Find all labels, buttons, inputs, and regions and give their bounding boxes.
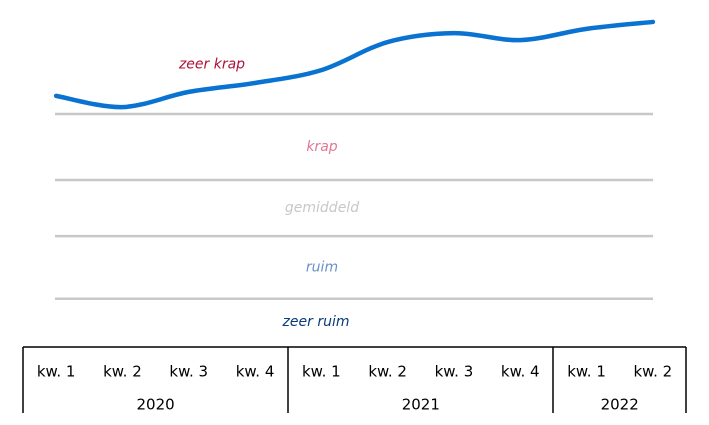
x-tick-label: kw. 3 [169, 363, 208, 381]
x-tick-label: kw. 1 [567, 363, 606, 381]
x-tick-label: kw. 1 [302, 363, 341, 381]
x-tick-label: kw. 3 [435, 363, 474, 381]
year-label: 2021 [402, 396, 440, 414]
zone-label: gemiddeld [285, 200, 359, 216]
x-axis-table [22, 346, 687, 413]
zone-label: zeer ruim [282, 314, 350, 330]
x-tick-label: kw. 1 [37, 363, 76, 381]
x-tick-label: kw. 4 [236, 363, 275, 381]
zone-label: ruim [306, 259, 338, 275]
line [53, 19, 656, 110]
zone-label: zeer krap [178, 57, 245, 73]
x-tick-label: kw. 2 [634, 363, 673, 381]
x-tick-label: kw. 2 [103, 363, 142, 381]
year-label: 2020 [137, 396, 175, 414]
x-tick-label: kw. 2 [368, 363, 407, 381]
zone-label: krap [306, 139, 337, 155]
year-label: 2022 [601, 396, 639, 414]
x-tick-label: kw. 4 [501, 363, 540, 381]
